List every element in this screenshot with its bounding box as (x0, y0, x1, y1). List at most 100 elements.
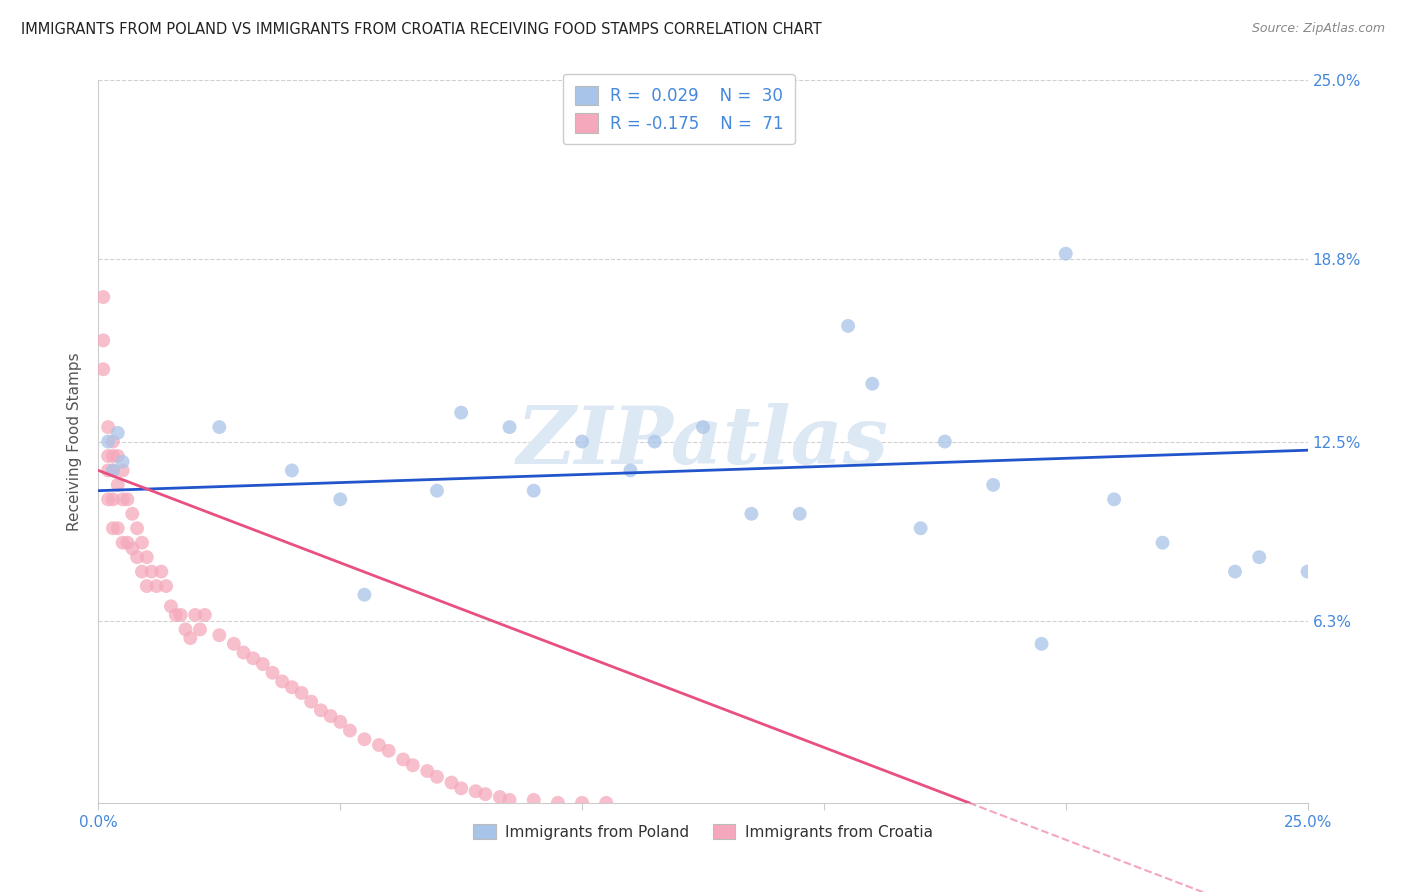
Point (107, 449, 129, 463)
Point (222, 637, 245, 651)
Point (101, 463, 124, 477)
Point (281, 463, 304, 477)
Point (188, 623, 211, 637)
Point (232, 646, 254, 660)
Point (111, 535, 134, 549)
Point (281, 680, 304, 694)
Point (150, 565, 173, 579)
Point (97, 492, 120, 507)
Point (329, 492, 352, 507)
Point (416, 764, 439, 778)
Point (111, 492, 134, 507)
Point (981, 478, 1004, 492)
Point (489, 790, 512, 805)
Point (160, 599, 183, 614)
Legend: Immigrants from Poland, Immigrants from Croatia: Immigrants from Poland, Immigrants from … (467, 818, 939, 846)
Text: ZIPatlas: ZIPatlas (517, 403, 889, 480)
Point (450, 406, 472, 420)
Point (392, 752, 415, 766)
Point (692, 420, 714, 434)
Point (252, 657, 274, 671)
Point (353, 732, 375, 747)
Point (101, 521, 124, 535)
Point (117, 535, 139, 549)
Point (179, 631, 201, 645)
Point (135, 579, 157, 593)
Point (619, 463, 641, 477)
Point (155, 579, 177, 593)
Point (1296, 565, 1319, 579)
Point (184, 607, 207, 622)
Point (426, 483, 449, 498)
Point (329, 714, 352, 729)
Point (299, 695, 322, 709)
Point (571, 434, 593, 449)
Point (97, 449, 120, 463)
Point (377, 744, 399, 758)
Point (571, 796, 593, 810)
Point (837, 318, 859, 333)
Point (165, 607, 187, 622)
Point (127, 521, 149, 535)
Point (121, 541, 143, 556)
Point (523, 483, 546, 498)
Point (271, 674, 294, 689)
Y-axis label: Receiving Food Stamps: Receiving Food Stamps (67, 352, 83, 531)
Point (169, 607, 191, 622)
Point (464, 784, 486, 798)
Point (242, 651, 264, 665)
Point (101, 434, 124, 449)
Point (208, 628, 231, 642)
Point (101, 463, 124, 477)
Point (1223, 565, 1246, 579)
Point (1031, 637, 1053, 651)
Point (498, 793, 520, 807)
Point (97, 420, 120, 434)
Point (208, 420, 231, 434)
Point (644, 434, 666, 449)
Point (97, 434, 120, 449)
Point (789, 507, 811, 521)
Point (934, 434, 956, 449)
Point (740, 507, 762, 521)
Point (107, 521, 129, 535)
Point (402, 758, 425, 772)
Point (97, 463, 120, 477)
Point (450, 781, 472, 796)
Text: IMMIGRANTS FROM POLAND VS IMMIGRANTS FROM CROATIA RECEIVING FOOD STAMPS CORRELAT: IMMIGRANTS FROM POLAND VS IMMIGRANTS FRO… (21, 22, 821, 37)
Point (135, 550, 157, 565)
Point (111, 463, 134, 477)
Point (498, 420, 520, 434)
Point (121, 507, 143, 521)
Point (319, 709, 342, 723)
Point (194, 607, 217, 622)
Point (174, 623, 197, 637)
Point (91, 362, 114, 376)
Point (860, 376, 883, 391)
Point (1054, 246, 1077, 260)
Point (111, 455, 134, 469)
Point (339, 723, 361, 738)
Point (474, 787, 496, 801)
Point (368, 738, 391, 752)
Point (353, 588, 375, 602)
Point (426, 770, 449, 784)
Point (141, 565, 163, 579)
Point (91, 334, 114, 348)
Point (107, 478, 129, 492)
Point (1102, 492, 1125, 507)
Point (131, 565, 153, 579)
Point (91, 290, 114, 304)
Text: Source: ZipAtlas.com: Source: ZipAtlas.com (1251, 22, 1385, 36)
Point (117, 492, 139, 507)
Point (101, 492, 124, 507)
Point (131, 535, 153, 549)
Point (101, 449, 124, 463)
Point (145, 579, 167, 593)
Point (1249, 550, 1271, 565)
Point (910, 521, 932, 535)
Point (523, 793, 546, 807)
Point (595, 796, 617, 810)
Point (547, 796, 569, 810)
Point (127, 550, 149, 565)
